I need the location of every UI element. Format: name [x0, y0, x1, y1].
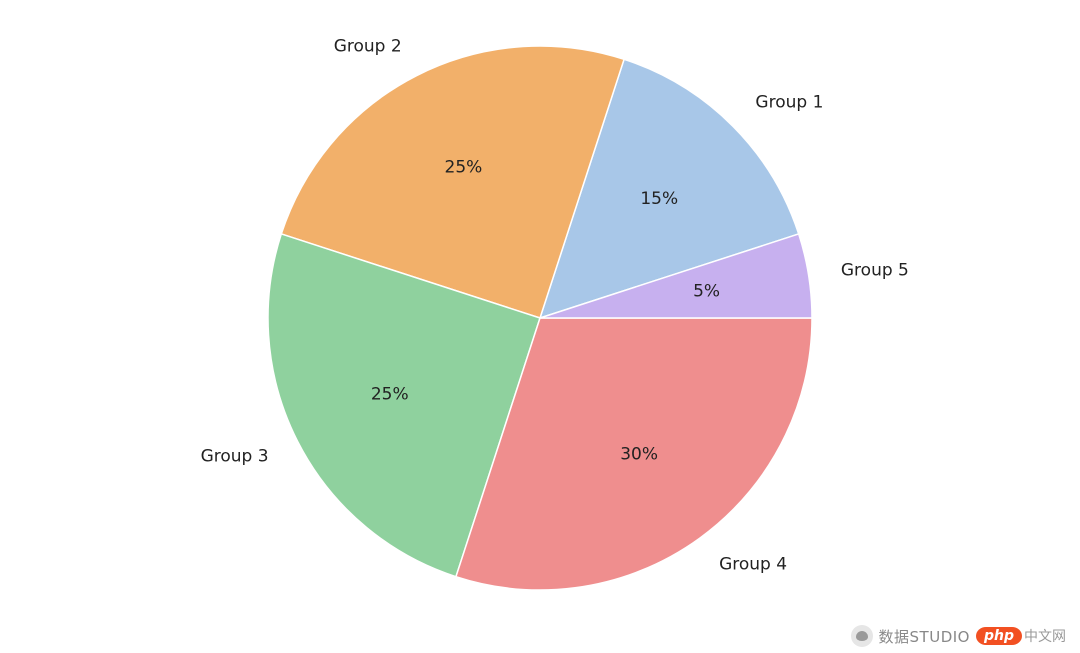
pie-slice-label: Group 2 — [334, 37, 402, 57]
pie-slice-label: Group 4 — [719, 554, 787, 574]
pie-slice-label: Group 3 — [201, 446, 269, 466]
pie-slice-pct: 25% — [371, 385, 409, 405]
pie-slice-label: Group 5 — [841, 260, 909, 280]
pie-slice-pct: 5% — [693, 282, 720, 302]
pie-slice-pct: 15% — [640, 189, 678, 209]
pie-slice-label: Group 1 — [755, 93, 823, 113]
pie-chart: 15% Group 1 25% Group 2 25% Group 3 30% Group 4… — [0, 0, 1080, 653]
pie-slice-pct: 30% — [620, 444, 658, 464]
pie-slice-pct: 25% — [445, 158, 483, 178]
